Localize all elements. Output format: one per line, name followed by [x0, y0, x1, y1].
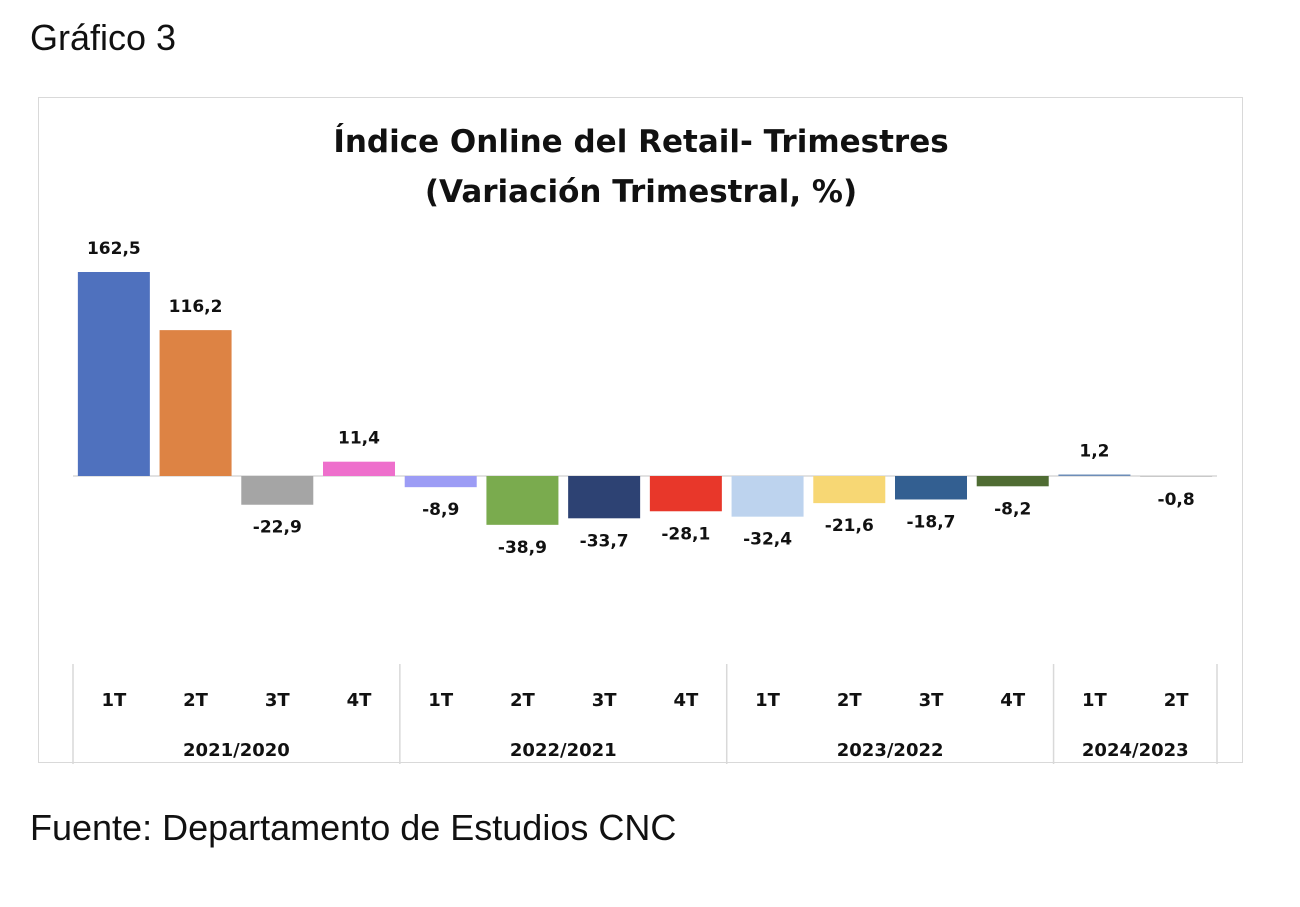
bar-10 — [813, 476, 886, 504]
bar-11 — [895, 476, 967, 500]
bar-12 — [976, 476, 1049, 487]
data-label-6: -38,9 — [498, 538, 547, 558]
bar-13 — [1058, 474, 1131, 476]
bar-8 — [649, 476, 722, 512]
tick-label-4: 4T — [347, 690, 373, 711]
data-label-10: -21,6 — [825, 516, 874, 536]
tick-label-1: 1T — [101, 690, 127, 711]
data-label-7: -33,7 — [580, 531, 629, 551]
bar-4 — [323, 461, 395, 476]
data-label-12: -8,2 — [994, 499, 1031, 519]
chart-title: Índice Online del Retail- Trimestres — [333, 124, 948, 160]
chart-frame: Índice Online del Retail- Trimestres (Va… — [38, 97, 1243, 764]
tick-label-13: 1T — [1082, 690, 1108, 711]
group-label-4: 2024/2023 — [1082, 740, 1189, 761]
category-axis: 1T 2T 3T 4T 1T 2T 3T 4T 1T 2T 3T 4T 1T 2T 2021/2020 202… — [72, 664, 1218, 764]
bar-6 — [486, 476, 559, 525]
tick-label-14: 2T — [1164, 690, 1190, 711]
tick-label-9: 1T — [755, 690, 781, 711]
group-label-2: 2022/2021 — [510, 740, 617, 761]
tick-label-6: 2T — [510, 690, 536, 711]
tick-label-8: 4T — [673, 690, 699, 711]
data-label-1: 162,5 — [87, 239, 141, 259]
group-label-3: 2023/2022 — [837, 740, 944, 761]
bar-14 — [1140, 476, 1213, 478]
tick-label-12: 4T — [1000, 690, 1026, 711]
bar-5 — [404, 476, 477, 488]
bar-2 — [159, 330, 232, 476]
data-label-2: 116,2 — [169, 297, 223, 317]
data-label-4: 11,4 — [338, 429, 380, 449]
data-label-5: -8,9 — [422, 500, 459, 520]
data-label-9: -32,4 — [743, 530, 792, 550]
tick-label-5: 1T — [428, 690, 454, 711]
bar-chart: Índice Online del Retail- Trimestres (Va… — [72, 124, 1218, 764]
tick-label-10: 2T — [837, 690, 863, 711]
tick-label-3: 3T — [265, 690, 291, 711]
data-label-11: -18,7 — [907, 512, 956, 532]
data-label-8: -28,1 — [661, 524, 710, 544]
tick-label-7: 3T — [592, 690, 618, 711]
figure-caption: Gráfico 3 — [30, 17, 177, 58]
tick-label-2: 2T — [183, 690, 209, 711]
source-caption: Fuente: Departamento de Estudios CNC — [30, 807, 677, 848]
data-label-14: -0,8 — [1158, 490, 1195, 510]
tick-label-11: 3T — [919, 690, 945, 711]
bar-3 — [241, 476, 314, 505]
bar-7 — [568, 476, 641, 519]
data-label-3: -22,9 — [253, 518, 302, 538]
chart-subtitle: (Variación Trimestral, %) — [425, 174, 857, 210]
group-label-1: 2021/2020 — [183, 740, 290, 761]
bars-layer: 162,5 116,2 -22,9 11,4 -8,9 -38,9 -33,7 -28,1 -3… — [73, 239, 1217, 558]
data-label-13: 1,2 — [1079, 441, 1109, 461]
bar-1 — [77, 272, 150, 476]
bar-9 — [731, 476, 804, 517]
